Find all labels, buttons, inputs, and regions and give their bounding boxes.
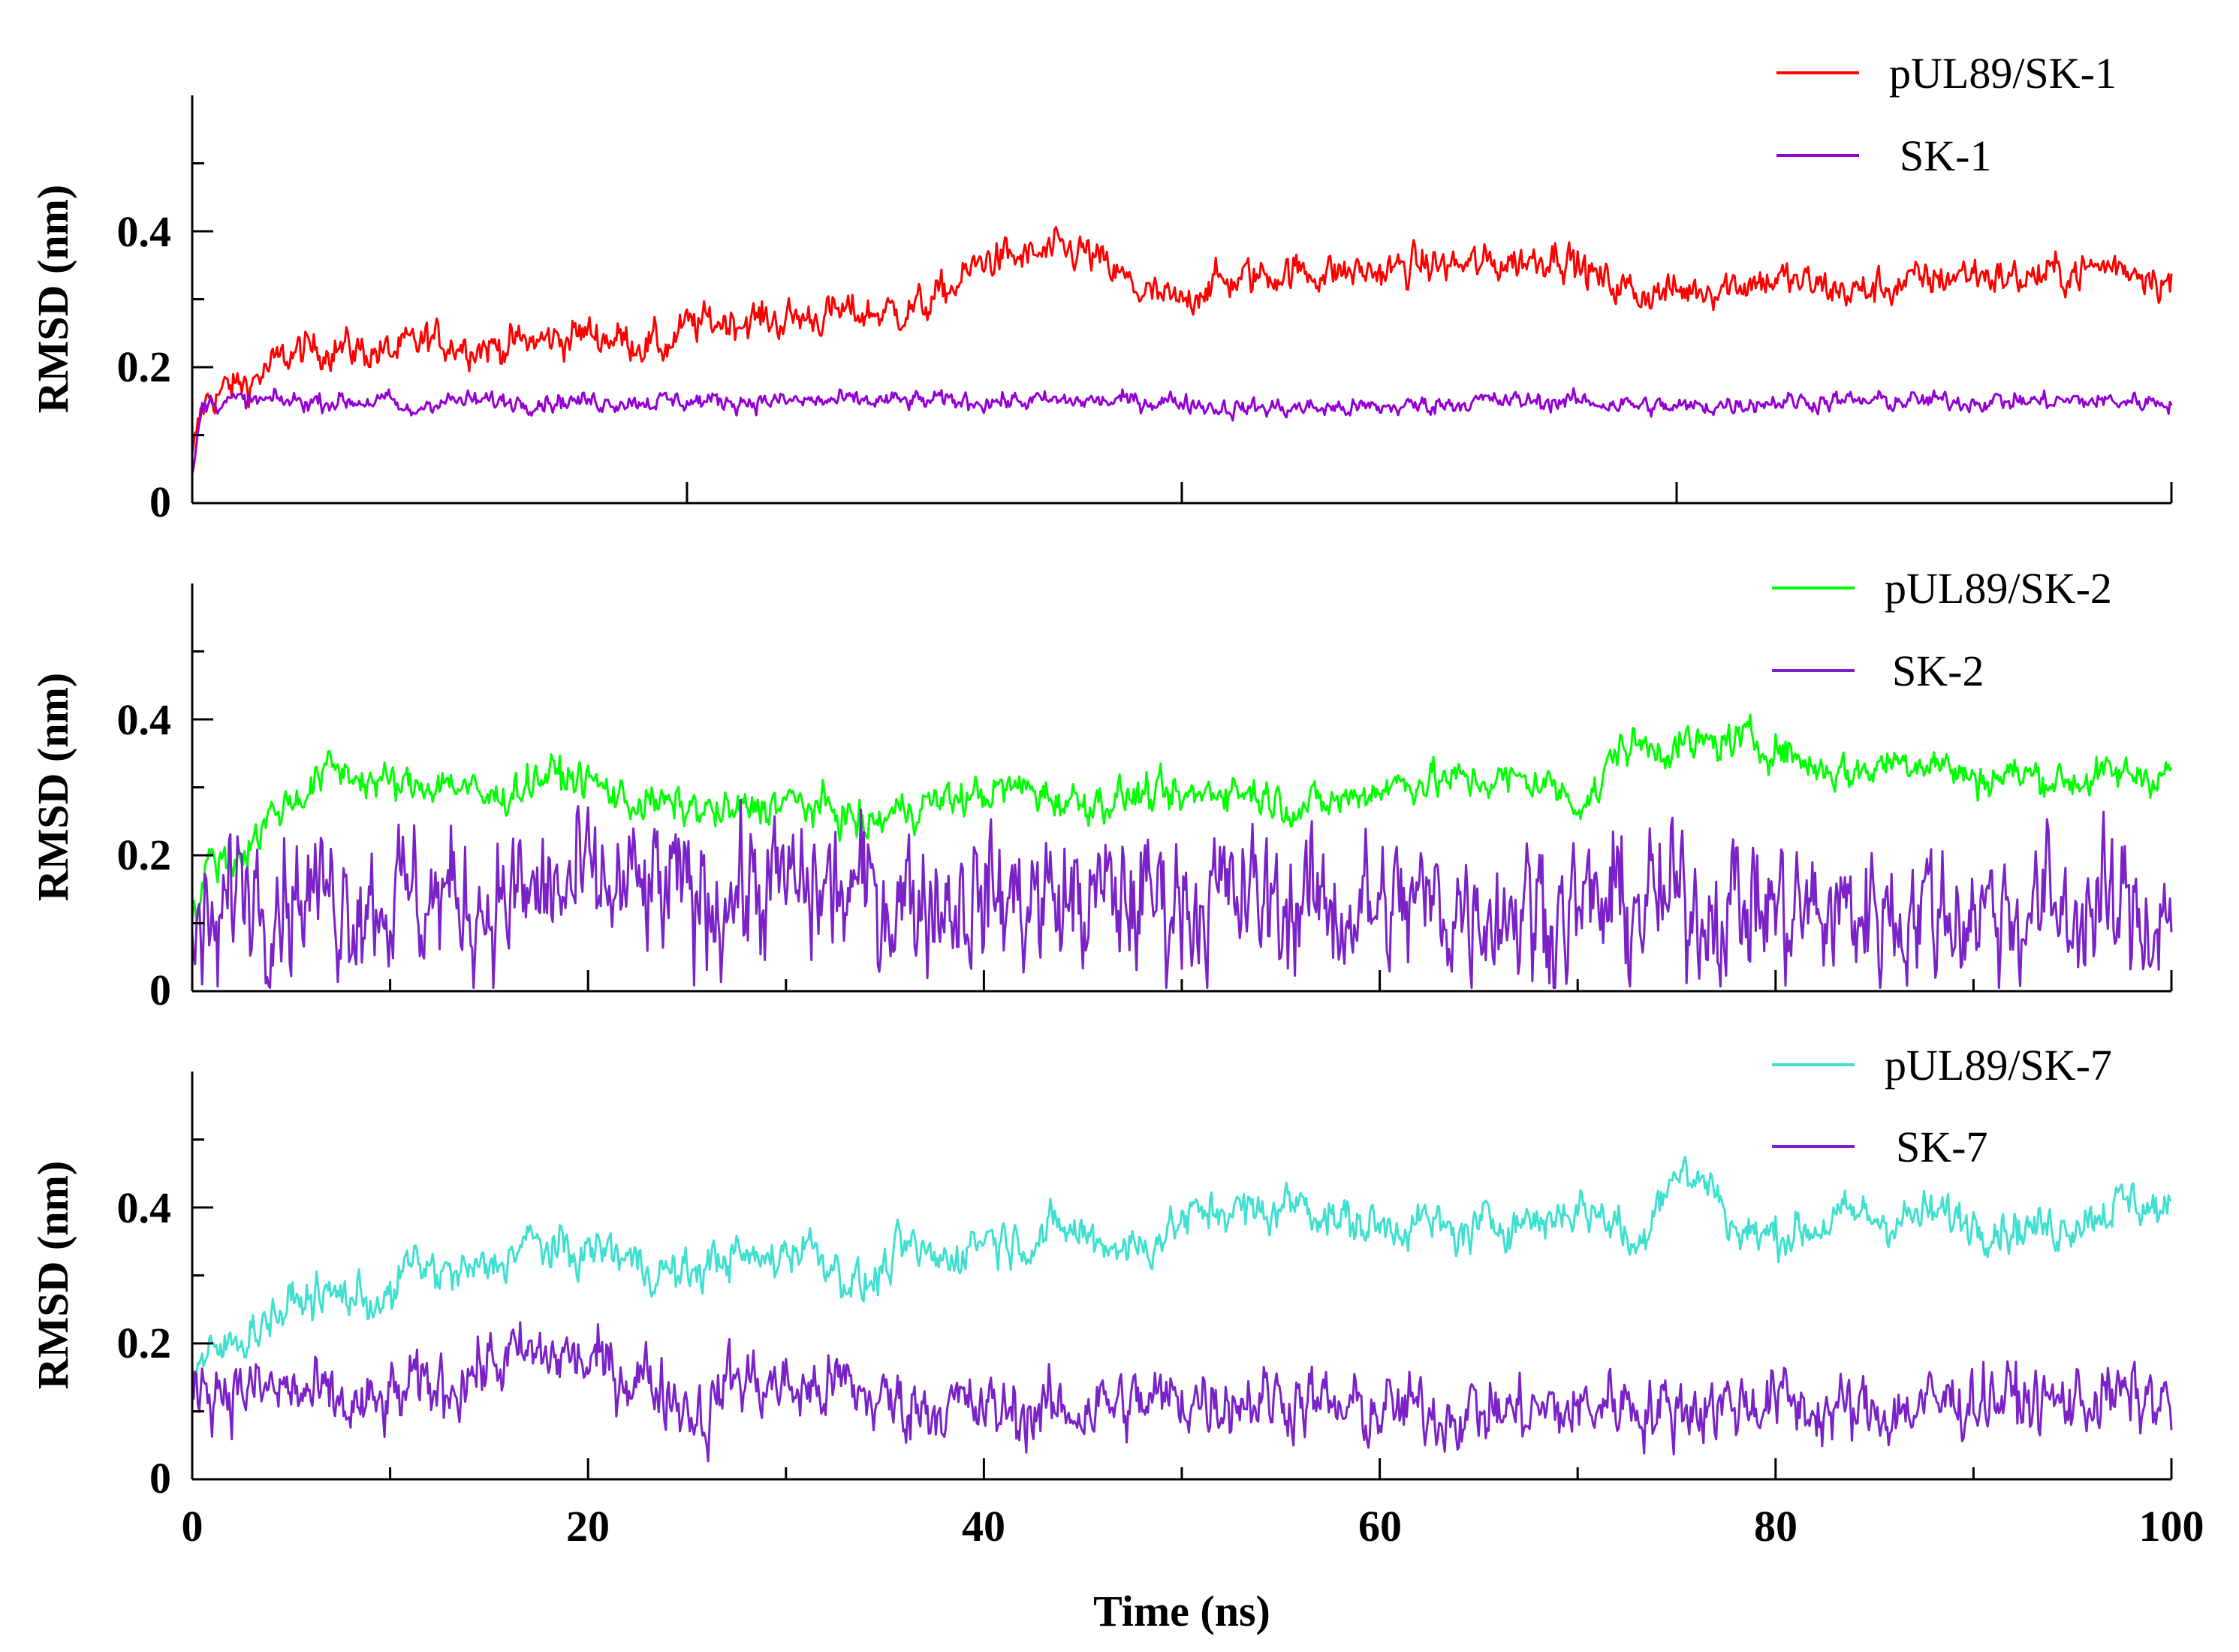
panel-2-data <box>191 713 2173 989</box>
x-tick-label: 0 <box>182 1502 203 1551</box>
x-tick-label: 20 <box>566 1502 610 1551</box>
panel-3-y-tick-label: 0.2 <box>117 1319 172 1367</box>
panel-2-y-tick-label: 0.2 <box>117 831 172 879</box>
panel-1-legend-label: pUL89/SK-1 <box>1889 49 2117 98</box>
panel-2-legend-label: SK-2 <box>1892 647 1984 695</box>
x-axis-title: Time (ns) <box>1093 1587 1270 1635</box>
panel-2-y-tick-label: 0 <box>149 966 171 1014</box>
x-tick-label: 40 <box>962 1502 1005 1551</box>
panel-3-y-tick-label: 0.4 <box>117 1183 172 1232</box>
panel-1-y-axis-title: RMSD (nm) <box>29 185 77 413</box>
panel-1-data <box>191 226 2173 475</box>
panel-1-ticks <box>192 162 2173 505</box>
series-line-sk-2 <box>191 798 2173 989</box>
series-line-sk-1 <box>191 387 2173 475</box>
x-tick-label: 60 <box>1358 1502 1402 1551</box>
panel-1-legend-label: SK-1 <box>1900 131 1991 180</box>
panel-3: 0 0.2 0.4 RMSD (nm) pUL89/SK-7 SK-7 <box>29 1041 2173 1503</box>
x-tick-label: 100 <box>2139 1502 2204 1551</box>
series-line-pul89-sk-7 <box>191 1156 2172 1383</box>
panel-1: 0 0.2 0.4 RMSD (nm) pUL89/SK-1 SK-1 <box>29 49 2173 526</box>
panel-3-legend-label: SK-7 <box>1896 1123 1987 1171</box>
panel-1-y-tick-label: 0.2 <box>117 342 172 391</box>
panel-2-y-tick-label: 0.4 <box>117 695 172 744</box>
series-line-sk-7 <box>191 1321 2173 1463</box>
series-line-pul89-sk-1 <box>191 226 2173 454</box>
panel-3-legend-label: pUL89/SK-7 <box>1885 1041 2112 1090</box>
panel-2-legend-label: pUL89/SK-2 <box>1885 564 2112 613</box>
panel-2: 0 0.2 0.4 RMSD (nm) pUL89/SK-2 SK-2 <box>29 564 2173 1014</box>
panel-1-y-tick-label: 0.4 <box>117 207 172 256</box>
panel-3-data <box>191 1156 2173 1463</box>
panel-1-y-tick-label: 0 <box>149 478 171 526</box>
x-tick-label: 80 <box>1754 1502 1798 1551</box>
panel-2-y-axis-title: RMSD (nm) <box>29 673 77 901</box>
series-line-pul89-sk-2 <box>191 713 2173 922</box>
panel-3-ticks <box>191 1138 2173 1481</box>
panel-3-y-axis-title: RMSD (nm) <box>29 1161 77 1389</box>
panel-2-ticks <box>191 650 2173 993</box>
panel-3-y-tick-label: 0 <box>149 1454 171 1503</box>
